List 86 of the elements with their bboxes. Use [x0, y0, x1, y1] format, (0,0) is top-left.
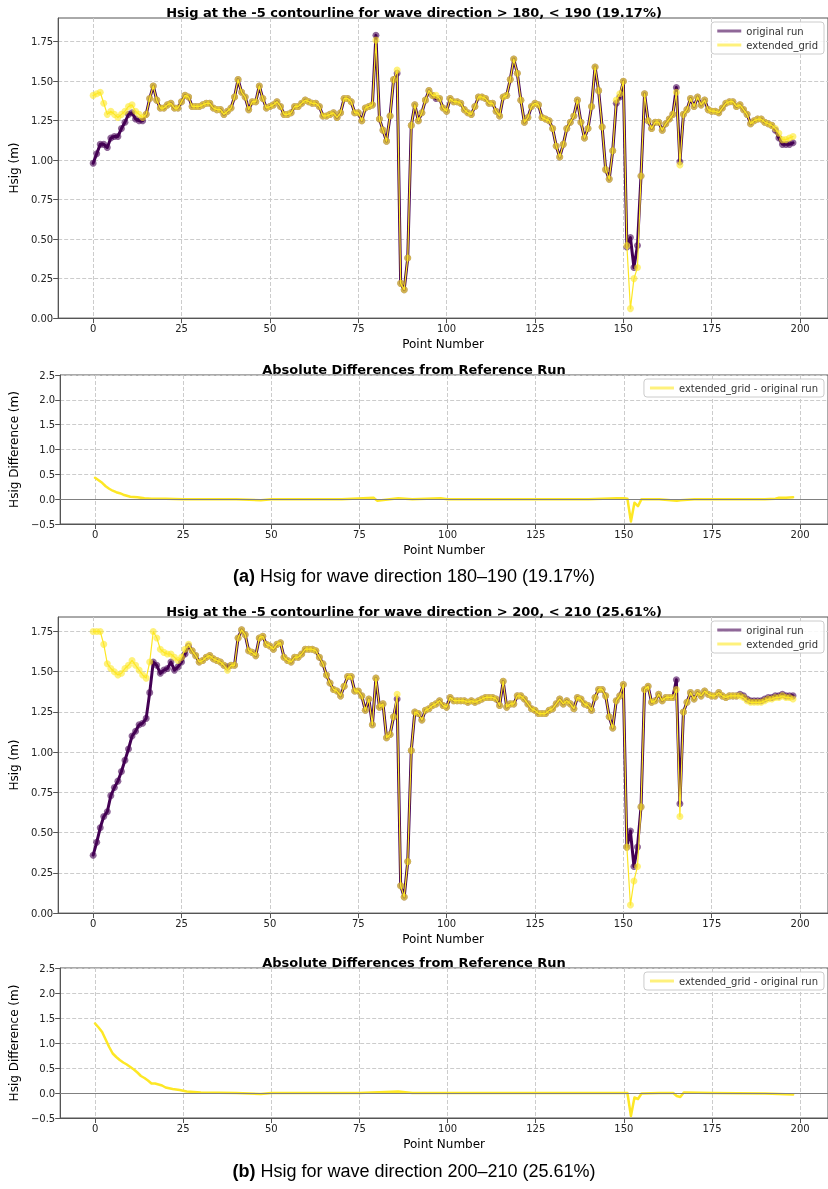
- x-tick-label: 100: [437, 322, 457, 334]
- y-tick-label: 0.50: [30, 233, 54, 245]
- legend-label: original run: [746, 25, 804, 37]
- y-tick-label: 2.0: [39, 987, 56, 999]
- y-tick-label: −0.5: [30, 1112, 56, 1124]
- y-tick-label: 1.75: [30, 625, 54, 637]
- x-axis-title: Point Number: [402, 337, 485, 351]
- x-tick-label: 75: [351, 322, 365, 334]
- y-tick-label: −0.5: [30, 518, 56, 530]
- x-tick-label: 150: [614, 1122, 634, 1134]
- x-axis-title: Point Number: [403, 542, 486, 557]
- legend-label: original run: [746, 624, 804, 636]
- x-tick-label: 25: [176, 1122, 190, 1134]
- y-tick-label: 0.50: [30, 827, 54, 839]
- chart-title: Absolute Differences from Reference Run: [262, 955, 566, 970]
- y-tick-label: 0.5: [39, 468, 56, 480]
- text: (b) Hsig for wave direction 200–210 (25.61%): [232, 1161, 596, 1181]
- y-tick-label: 1.25: [30, 706, 54, 718]
- x-tick-label: 75: [353, 528, 366, 540]
- y-tick-label: 0.5: [39, 1062, 56, 1074]
- y-tick-label: 1.5: [39, 419, 56, 431]
- y-tick-label: 0.25: [30, 867, 54, 879]
- y-tick-label: 0.75: [30, 194, 54, 206]
- x-tick-label: 200: [790, 528, 810, 540]
- y-axis-title: Hsig Difference (m): [7, 984, 21, 1102]
- x-tick-label: 0: [91, 1122, 99, 1134]
- x-tick-label: 0: [89, 917, 97, 929]
- y-tick-label: 0.00: [30, 907, 54, 919]
- x-tick-label: 175: [702, 322, 722, 334]
- y-axis-title: Hsig Difference (m): [7, 391, 21, 508]
- legend-label: extended_grid: [746, 638, 819, 651]
- x-tick-label: 175: [702, 917, 722, 929]
- x-tick-label: 25: [176, 528, 190, 540]
- chart-title: Hsig at the -5 contourline for wave direction > 200, < 210 (25.61%): [166, 604, 662, 619]
- text: (a) Hsig for wave direction 180–190 (19.17%): [232, 566, 596, 586]
- y-tick-label: 1.50: [30, 666, 54, 678]
- x-tick-label: 100: [438, 1122, 458, 1134]
- y-tick-label: 1.50: [30, 75, 54, 87]
- x-tick-label: 200: [790, 917, 810, 929]
- x-tick-label: 150: [613, 322, 633, 334]
- y-tick-label: 1.0: [39, 1037, 56, 1049]
- x-tick-label: 25: [175, 917, 188, 929]
- y-tick-label: 2.0: [39, 394, 56, 406]
- chart-title: Absolute Differences from Reference Run: [262, 362, 566, 377]
- x-tick-label: 50: [264, 528, 278, 540]
- y-tick-label: 0.0: [39, 1087, 56, 1099]
- x-tick-label: 175: [702, 1122, 722, 1134]
- y-tick-label: 1.5: [39, 1012, 56, 1024]
- legend-label: extended_grid - original run: [678, 975, 819, 988]
- x-tick-label: 200: [790, 1122, 810, 1134]
- legend-label: extended_grid: [746, 39, 819, 52]
- y-tick-label: 0.00: [30, 312, 54, 324]
- y-axis-title: Hsig (m): [7, 142, 21, 194]
- x-axis-title: Point Number: [403, 1136, 486, 1151]
- x-tick-label: 150: [614, 528, 634, 540]
- x-tick-label: 75: [351, 917, 365, 929]
- y-axis-title: Hsig (m): [7, 739, 21, 791]
- x-tick-label: 100: [437, 917, 457, 929]
- x-tick-label: 50: [264, 1122, 278, 1134]
- x-tick-label: 50: [263, 917, 277, 929]
- x-tick-label: 200: [790, 322, 810, 334]
- y-tick-label: 0.0: [39, 493, 56, 505]
- x-tick-label: 25: [175, 322, 188, 334]
- x-axis-title: Point Number: [402, 932, 485, 946]
- y-tick-label: 2.5: [39, 369, 56, 381]
- x-tick-label: 0: [89, 322, 97, 334]
- y-tick-label: 1.25: [30, 115, 54, 127]
- x-tick-label: 100: [438, 528, 458, 540]
- legend-label: extended_grid - original run: [678, 382, 819, 395]
- x-tick-label: 125: [526, 528, 546, 540]
- y-tick-label: 1.00: [30, 154, 54, 166]
- y-tick-label: 0.25: [30, 273, 54, 285]
- x-tick-label: 0: [91, 528, 99, 540]
- x-tick-label: 175: [702, 528, 722, 540]
- y-tick-label: 1.00: [30, 746, 54, 758]
- x-tick-label: 50: [263, 322, 277, 334]
- x-tick-label: 150: [613, 917, 633, 929]
- y-tick-label: 1.75: [30, 36, 54, 48]
- x-tick-label: 125: [525, 917, 545, 929]
- x-tick-label: 125: [526, 1122, 546, 1134]
- y-tick-label: 2.5: [39, 962, 56, 974]
- chart-title: Hsig at the -5 contourline for wave direction > 180, < 190 (19.17%): [166, 5, 662, 20]
- y-tick-label: 0.75: [30, 786, 54, 798]
- x-tick-label: 75: [353, 1122, 366, 1134]
- y-tick-label: 1.0: [39, 444, 56, 455]
- x-tick-label: 125: [525, 322, 545, 334]
